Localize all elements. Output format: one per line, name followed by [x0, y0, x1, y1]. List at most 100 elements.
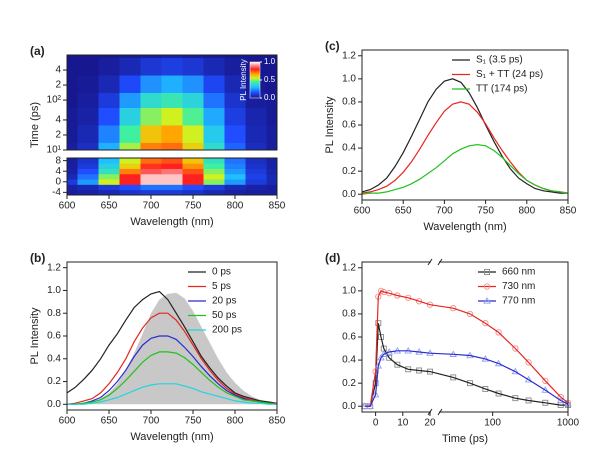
heatmap-cell [224, 179, 246, 185]
heatmap-cell [98, 189, 120, 196]
plot-frame [66, 54, 278, 151]
heatmap-cell [266, 107, 278, 126]
heatmap-cell [67, 173, 78, 180]
heatmap-cell [140, 142, 162, 151]
marker [394, 361, 401, 368]
heatmap-cell [140, 55, 162, 59]
heatmap-cell [266, 173, 278, 180]
heatmap-cell [140, 125, 162, 143]
heatmap-cell [224, 173, 246, 180]
heatmap-cell [98, 158, 120, 164]
y-tick-label: 1.0 [47, 285, 61, 296]
heatmap-cell [224, 92, 246, 108]
heatmap-cell [266, 168, 278, 175]
marker [482, 385, 489, 392]
heatmap-cell [161, 142, 183, 151]
axis-break [430, 259, 439, 265]
heatmap-cell [140, 179, 162, 185]
y-tick-label: 10¹ [47, 145, 62, 156]
y-tick-label: 2 [55, 80, 61, 91]
heatmap-cell [67, 92, 78, 108]
marker [557, 393, 564, 401]
heatmap-cell [182, 57, 204, 76]
heatmap-cell [67, 142, 78, 151]
marker [466, 310, 474, 318]
y-tick-label: 1.2 [342, 262, 356, 273]
heatmap-cell [140, 107, 162, 126]
heatmap-cell [77, 125, 99, 143]
legend-label: 730 nm [502, 281, 535, 292]
marker [484, 269, 490, 275]
x-tick-label: 700 [143, 416, 160, 427]
heatmap-cell [98, 107, 120, 126]
x-tick-label: 650 [101, 416, 118, 427]
legend-label: 20 ps [212, 296, 236, 307]
y-tick-label: 4 [55, 166, 61, 177]
heatmap-cell [161, 57, 183, 76]
legend-label: S₁ + TT (24 ps) [476, 69, 543, 80]
heatmap-cell [245, 55, 267, 59]
heatmap-cell [67, 158, 78, 164]
heatmap-cell [77, 107, 99, 126]
heatmap-cell [161, 179, 183, 185]
heatmap-cell [140, 92, 162, 108]
heatmap-cell [77, 163, 99, 169]
heatmap-cell [67, 107, 78, 126]
marker [371, 390, 380, 398]
heatmap-cell [203, 168, 225, 175]
heatmap-cell [245, 179, 267, 185]
heatmap-cell [245, 168, 267, 175]
y-axis-label: PL Intensity [324, 96, 336, 154]
heatmap-cell [224, 158, 246, 164]
heatmap-cell [119, 142, 141, 151]
y-tick-label: 0.8 [342, 97, 356, 108]
heatmap-cell [161, 75, 183, 93]
heatmap-cell [245, 184, 267, 191]
heatmap-cell [245, 158, 267, 164]
y-tick-label: 4 [55, 65, 61, 76]
heatmap-cell [77, 92, 99, 108]
legend-label: 660 nm [502, 267, 535, 278]
heatmap-cell [203, 55, 225, 59]
heatmap-cell [119, 125, 141, 143]
x-tick-label: 20 [424, 418, 436, 429]
heatmap-cell [203, 158, 225, 164]
heatmap-cell [182, 163, 204, 169]
marker [377, 353, 385, 361]
heatmap-cell [98, 57, 120, 76]
heatmap-cell [77, 184, 99, 191]
line [67, 351, 278, 405]
heatmap-cell [266, 75, 278, 93]
axis-break [66, 150, 278, 158]
x-tick-label: 1000 [557, 418, 580, 429]
heatmap-cell [182, 125, 204, 143]
fit-line [364, 350, 569, 407]
heatmap-cell [245, 163, 267, 169]
heatmap-cell [98, 179, 120, 185]
y-tick-label: 1.0 [342, 73, 356, 84]
x-tick-label: 100 [484, 418, 501, 429]
panel-label: (c) [325, 39, 340, 53]
plot-frame [361, 261, 569, 413]
colorbar-tick-label: 0.0 [264, 93, 276, 102]
heatmap-cell [245, 125, 267, 143]
legend-label: S₁ (3.5 ps) [476, 55, 523, 66]
heatmap-cell [182, 184, 204, 191]
fit-line [364, 290, 569, 407]
heatmap-cell [161, 125, 183, 143]
heatmap-cell [161, 158, 183, 164]
x-axis-label: Wavelength (nm) [130, 216, 213, 228]
y-tick-label: 2 [55, 130, 61, 141]
heatmap-cell [203, 173, 225, 180]
heatmap-cell [161, 184, 183, 191]
heatmap-cell [77, 55, 99, 59]
colorbar-tick-label: 0.5 [264, 75, 276, 84]
heatmap-cell [224, 75, 246, 93]
x-tick-label: 600 [59, 201, 76, 212]
heatmap-cell [224, 142, 246, 151]
area [67, 292, 277, 405]
heatmap-cell [98, 55, 120, 59]
y-tick-label: 0.6 [342, 120, 356, 131]
heatmap-cell [161, 189, 183, 196]
